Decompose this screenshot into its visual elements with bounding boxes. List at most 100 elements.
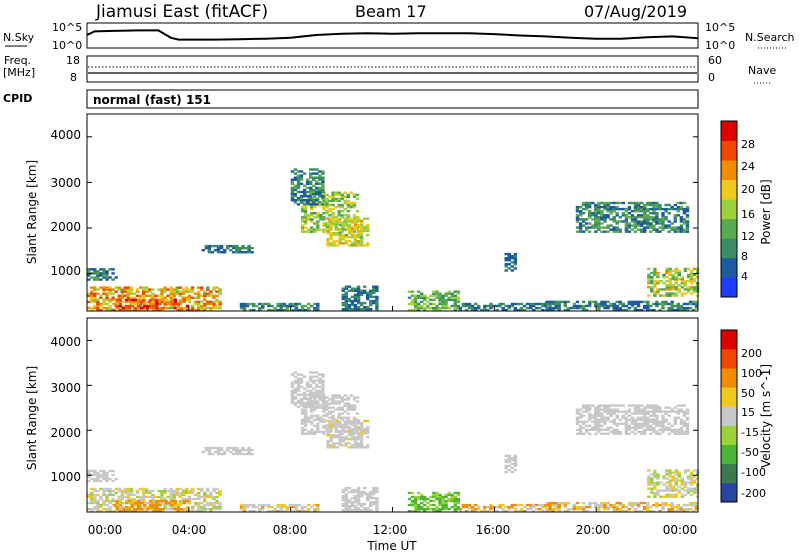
range-gate-cell	[303, 408, 308, 411]
range-gate-cell	[624, 222, 629, 225]
range-gate-cell	[290, 182, 295, 185]
range-gate-cell	[341, 287, 345, 290]
range-gate-cell	[581, 501, 586, 505]
range-gate-cell	[108, 292, 112, 295]
range-gate-cell	[588, 424, 592, 427]
range-gate-cell	[332, 422, 336, 425]
range-gate-cell	[636, 430, 641, 433]
range-gate-cell	[676, 404, 680, 407]
range-gate-cell	[369, 494, 373, 498]
range-gate-cell	[624, 226, 629, 229]
range-gate-cell	[686, 469, 691, 472]
range-gate-cell	[126, 290, 131, 293]
range-gate-cell	[603, 418, 607, 421]
range-gate-cell	[658, 205, 662, 209]
range-gate-cell	[252, 302, 256, 306]
range-gate-cell	[441, 508, 445, 511]
range-gate-cell	[646, 300, 650, 304]
range-gate-cell	[665, 481, 669, 484]
range-gate-cell	[557, 508, 561, 511]
range-gate-cell	[594, 210, 598, 213]
range-gate-cell	[674, 288, 678, 291]
range-gate-cell	[300, 308, 305, 312]
range-gate-cell	[209, 306, 213, 310]
range-gate-cell	[630, 302, 635, 306]
range-gate-cell	[241, 251, 245, 254]
range-gate-cell	[338, 442, 342, 445]
range-gate-cell	[356, 497, 361, 500]
range-gate-cell	[413, 503, 418, 507]
range-gate-cell	[438, 510, 442, 513]
range-gate-cell	[470, 510, 475, 513]
range-gate-cell	[603, 410, 607, 413]
range-gate-cell	[312, 405, 316, 409]
range-gate-cell	[319, 406, 323, 409]
range-gate-cell	[152, 503, 156, 507]
range-gate-cell	[375, 501, 379, 504]
range-gate-cell	[238, 251, 242, 254]
range-gate-cell	[453, 298, 457, 302]
range-gate-cell	[581, 306, 586, 310]
range-gate-cell	[633, 418, 638, 421]
range-gate-cell	[239, 302, 244, 306]
range-gate-cell	[197, 308, 201, 312]
range-gate-cell	[341, 503, 345, 506]
range-gate-cell	[585, 408, 589, 411]
range-gate-cell	[303, 418, 308, 421]
range-gate-cell	[633, 226, 638, 229]
range-gate-cell	[248, 302, 253, 306]
colorbar-swatch	[721, 444, 737, 465]
range-gate-cell	[303, 308, 308, 312]
range-gate-cell	[293, 176, 298, 179]
range-gate-cell	[341, 426, 345, 429]
range-gate-cell	[102, 475, 106, 479]
range-gate-cell	[375, 299, 379, 303]
range-gate-cell	[522, 510, 527, 513]
range-gate-cell	[215, 294, 219, 297]
range-gate-cell	[627, 408, 632, 411]
range-gate-cell	[447, 499, 451, 503]
range-gate-cell	[352, 398, 357, 401]
range-gate-cell	[643, 222, 647, 225]
range-gate-cell	[353, 440, 358, 443]
range-gate-cell	[426, 296, 430, 299]
range-gate-cell	[633, 203, 638, 207]
range-gate-cell	[673, 218, 677, 221]
range-gate-cell	[169, 296, 173, 299]
range-gate-cell	[310, 505, 314, 509]
range-gate-cell	[105, 495, 109, 499]
range-gate-cell	[578, 210, 583, 213]
range-gate-cell	[267, 304, 271, 308]
range-gate-cell	[624, 410, 629, 413]
range-gate-cell	[615, 207, 619, 211]
range-gate-cell	[169, 294, 173, 297]
range-gate-cell	[90, 296, 94, 299]
range-gate-cell	[646, 406, 650, 409]
range-gate-cell	[322, 212, 326, 215]
range-gate-cell	[688, 503, 693, 507]
range-gate-cell	[483, 508, 487, 511]
range-gate-cell	[356, 438, 361, 441]
range-gate-cell	[209, 508, 213, 511]
range-gate-cell	[683, 489, 688, 492]
range-gate-cell	[321, 176, 325, 179]
range-gate-cell	[369, 303, 373, 307]
range-gate-cell	[318, 178, 322, 181]
range-gate-cell	[656, 288, 660, 291]
range-gate-cell	[296, 393, 301, 396]
range-gate-cell	[588, 406, 592, 409]
xtick-5: 20:00	[576, 523, 611, 537]
range-gate-cell	[335, 221, 339, 224]
range-gate-cell	[356, 295, 361, 299]
range-gate-cell	[416, 306, 421, 310]
range-gate-cell	[630, 224, 635, 227]
range-gate-cell	[344, 236, 348, 239]
range-gate-cell	[321, 178, 325, 181]
range-gate-cell	[296, 405, 301, 409]
range-gate-cell	[600, 418, 604, 421]
range-gate-cell	[179, 508, 184, 511]
range-gate-cell	[673, 226, 677, 229]
range-gate-cell	[115, 298, 119, 302]
range-gate-cell	[413, 304, 418, 308]
range-gate-cell	[322, 410, 326, 413]
